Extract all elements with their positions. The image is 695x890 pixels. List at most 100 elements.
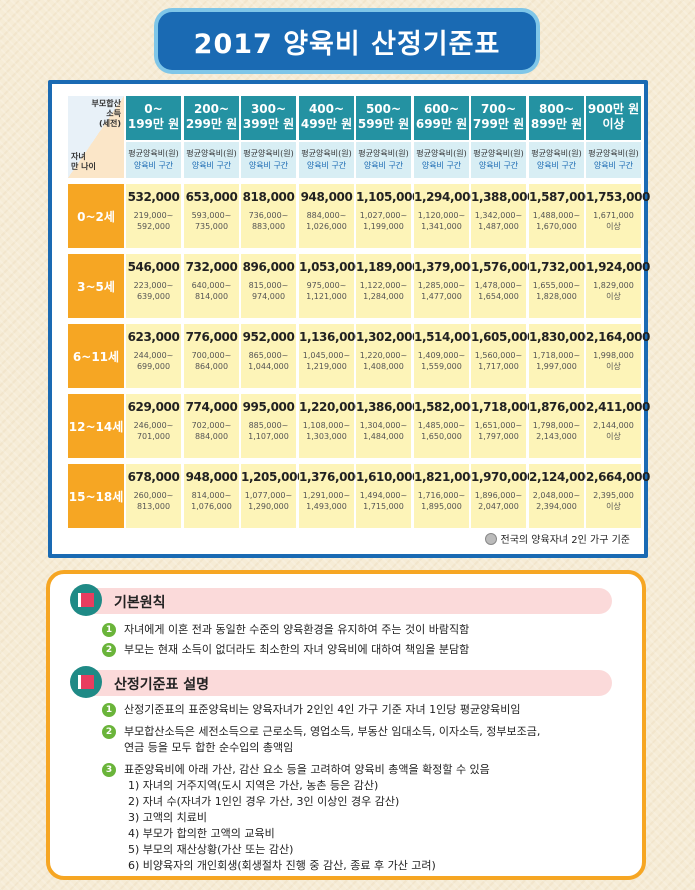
table-cell: 678,000 260,000~ 813,000 [126,464,181,528]
table-cell: 818,000 736,000~ 883,000 [241,184,296,248]
range-min: 1,291,000~ [302,491,351,500]
avg-cost-label: 평균양육비(원) [243,149,294,158]
avg-cost-label: 평균양육비(원) [301,149,352,158]
average-cost: 818,000 [242,190,295,204]
table-cell: 1,189,000 1,122,000~ 1,284,000 [356,254,420,318]
range-max: 2,143,000 [536,432,577,441]
table-cell: 1,821,000 1,716,000~ 1,895,000 [414,464,478,528]
average-cost: 1,105,000 [356,190,420,204]
range-max: 592,000 [136,222,171,231]
column-subheader: 평균양육비(원) 양육비 구간 [184,142,239,178]
range-min: 260,000~ [133,491,174,500]
range-max: 1,044,000 [248,362,289,371]
range-max: 864,000 [194,362,229,371]
factor-3: 3) 고액의 치료비 [128,811,208,824]
avg-cost-label: 평균양육비(원) [128,149,179,158]
table-cell: 948,000 814,000~ 1,076,000 [184,464,239,528]
range-min: 1,220,000~ [359,351,408,360]
average-cost: 948,000 [300,190,353,204]
income-column-header: 500~ 599만 원 [356,96,411,140]
income-column-line2: 599만 원 [357,117,410,131]
average-cost: 653,000 [185,190,238,204]
range-min: 1,027,000~ [359,211,408,220]
average-cost: 1,294,000 [414,190,478,204]
average-cost: 1,732,000 [529,260,593,274]
age-label-2: 만 나이 [71,162,96,171]
income-column-line1: 400~ [308,102,345,116]
table-cell: 2,124,000 2,048,000~ 2,394,000 [529,464,593,528]
age-axis-label: 자녀 만 나이 [71,152,96,172]
income-column-line2: 799만 원 [472,117,525,131]
range-min: 700,000~ [191,351,232,360]
avg-cost-label: 평균양육비(원) [473,149,524,158]
range-min: 814,000~ [191,491,232,500]
range-min: 1,409,000~ [417,351,466,360]
range-label: 양육비 구간 [593,161,634,170]
info-box: 기본원칙 1 자녀에게 이혼 전과 동일한 수준의 양육환경을 유지하여 주는 … [46,570,646,880]
factor-6: 6) 비양육자의 개인회생(회생절차 진행 중 감산, 종료 후 가산 고려) [128,859,436,872]
range-min: 1,108,000~ [302,421,351,430]
income-column-line1: 700~ [480,102,517,116]
support-table: 부모합산 소득 (세전) 자녀 만 나이 전국의 양육자녀 2인 가구 기준 0… [48,80,650,558]
factor-5: 5) 부모의 재산상황(가산 또는 감산) [128,843,294,856]
factor-2: 2) 자녀 수(자녀가 1인인 경우 가산, 3인 이상인 경우 감산) [128,795,400,808]
principles-heading: 기본원칙 [70,584,612,616]
principle-item-2: 2 부모는 현재 소득이 없더라도 최소한의 자녀 양육비에 대하여 책임을 분… [102,642,469,658]
range-max: 813,000 [136,502,171,511]
table-cell: 1,386,000 1,304,000~ 1,484,000 [356,394,420,458]
range-max: 735,000 [194,222,229,231]
range-label: 양육비 구간 [306,161,347,170]
table-cell: 1,136,000 1,045,000~ 1,219,000 [299,324,363,388]
range-max: 1,650,000 [421,432,462,441]
range-min: 702,000~ [191,421,232,430]
range-min: 1,342,000~ [474,211,523,220]
avg-cost-label: 평균양육비(원) [416,149,467,158]
income-column-header: 200~ 299만 원 [184,96,239,140]
table-cell: 623,000 244,000~ 699,000 [126,324,181,388]
range-max: 1,107,000 [248,432,289,441]
table-cell: 896,000 815,000~ 974,000 [241,254,296,318]
info-icon [484,532,497,545]
range-label: 양육비 구간 [421,161,462,170]
table-cell: 629,000 246,000~ 701,000 [126,394,181,458]
range-min: 640,000~ [191,281,232,290]
income-column-header: 600~ 699만 원 [414,96,469,140]
column-subheader: 평균양육비(원) 양육비 구간 [299,142,354,178]
range-max: 이상 [606,432,621,441]
number-2-icon: 2 [102,643,116,657]
age-row-header: 15~18세 [68,464,124,528]
age-row-header: 0~2세 [68,184,124,248]
average-cost: 532,000 [127,190,180,204]
range-max: 1,895,000 [421,502,462,511]
average-cost: 1,587,000 [529,190,593,204]
range-min: 815,000~ [248,281,289,290]
range-min: 1,488,000~ [532,211,581,220]
table-cell: 1,970,000 1,896,000~ 2,047,000 [471,464,535,528]
average-cost: 1,830,000 [529,330,593,344]
title-banner: 2017 양육비 산정기준표 [158,12,536,70]
average-cost: 896,000 [242,260,295,274]
table-cell: 1,302,000 1,220,000~ 1,408,000 [356,324,420,388]
range-max: 1,477,000 [421,292,462,301]
range-max: 1,076,000 [191,502,232,511]
table-cell: 952,000 865,000~ 1,044,000 [241,324,296,388]
column-subheader: 평균양육비(원) 양육비 구간 [529,142,584,178]
range-min: 975,000~ [306,281,347,290]
explanation-item-3: 3 표준양육비에 아래 가산, 감산 요소 등을 고려하여 양육비 총액을 확정… [102,762,490,874]
explanation-text-1: 산정기준표의 표준양육비는 양육자녀가 2인인 4인 가구 기준 자녀 1인당 … [124,703,521,716]
table-cell: 1,610,000 1,494,000~ 1,715,000 [356,464,420,528]
explanation-heading: 산정기준표 설명 [70,666,612,698]
range-min: 885,000~ [248,421,289,430]
table-cell: 1,220,000 1,108,000~ 1,303,000 [299,394,363,458]
number-2-icon: 2 [102,725,116,739]
range-max: 1,493,000 [306,502,347,511]
income-column-line1: 800~ [538,102,575,116]
range-min: 1,077,000~ [244,491,293,500]
average-cost: 1,924,000 [586,260,650,274]
income-column-header: 0~ 199만 원 [126,96,181,140]
range-min: 1,798,000~ [532,421,581,430]
table-cell: 1,924,000 1,829,000 이상 [586,254,650,318]
range-max: 1,408,000 [363,362,404,371]
average-cost: 1,220,000 [299,400,363,414]
avg-cost-label: 평균양육비(원) [186,149,237,158]
